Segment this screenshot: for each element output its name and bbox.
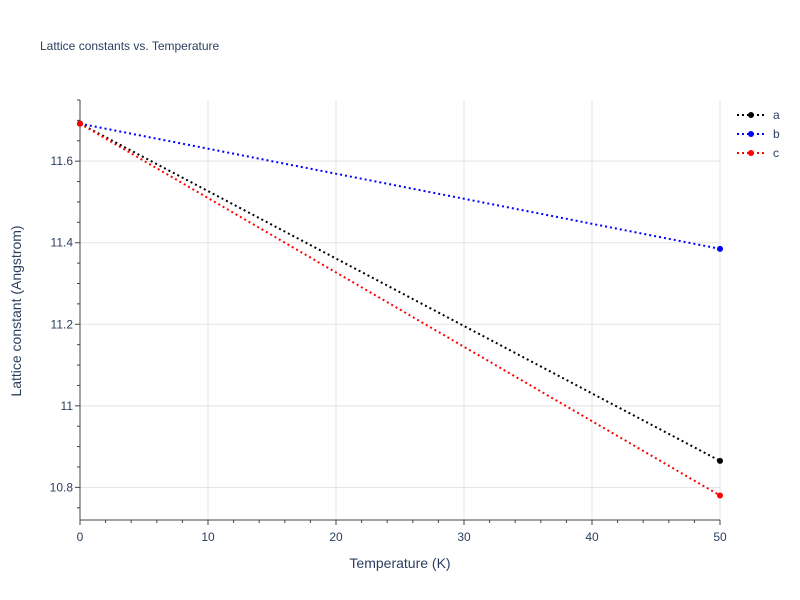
x-tick-label: 20 [329,530,343,544]
data-point-a[interactable] [717,457,723,464]
legend[interactable]: abc [737,108,780,160]
x-tick-label: 40 [585,530,599,544]
y-tick-label: 11.2 [51,317,74,331]
x-tick-label: 10 [201,530,215,544]
legend-label-c: c [773,146,779,160]
legend-label-b: b [773,127,780,141]
data-point-c[interactable] [77,120,83,127]
y-tick-label: 11 [61,399,74,413]
series-line-c[interactable] [79,122,721,497]
x-tick-label: 30 [457,530,471,544]
series-line-b[interactable] [79,122,721,250]
legend-marker-b [748,131,754,137]
legend-item-c[interactable]: c [737,146,779,160]
series-lines [77,120,723,499]
legend-item-b[interactable]: b [737,127,780,141]
legend-marker-a [748,112,754,118]
x-tick-label: 0 [77,530,84,544]
gridlines [80,100,721,520]
legend-label-a: a [773,108,780,122]
legend-marker-c [748,150,754,156]
data-point-c[interactable] [717,492,723,499]
x-axis-title: Temperature (K) [349,555,450,571]
axes: 0 10 20 30 40 50 10.8 11 11.2 11.4 11.6 [50,99,727,544]
y-axis-title: Lattice constant (Angstrom) [8,225,24,396]
y-tick-label: 11.4 [51,236,74,250]
legend-item-a[interactable]: a [737,108,780,122]
series-line-a[interactable] [79,122,721,462]
x-tick-label: 50 [713,530,727,544]
y-tick-label: 11.6 [51,154,74,168]
chart-title: Lattice constants vs. Temperature [40,39,220,53]
y-tick-label: 10.8 [50,480,74,494]
data-point-b[interactable] [717,245,723,252]
